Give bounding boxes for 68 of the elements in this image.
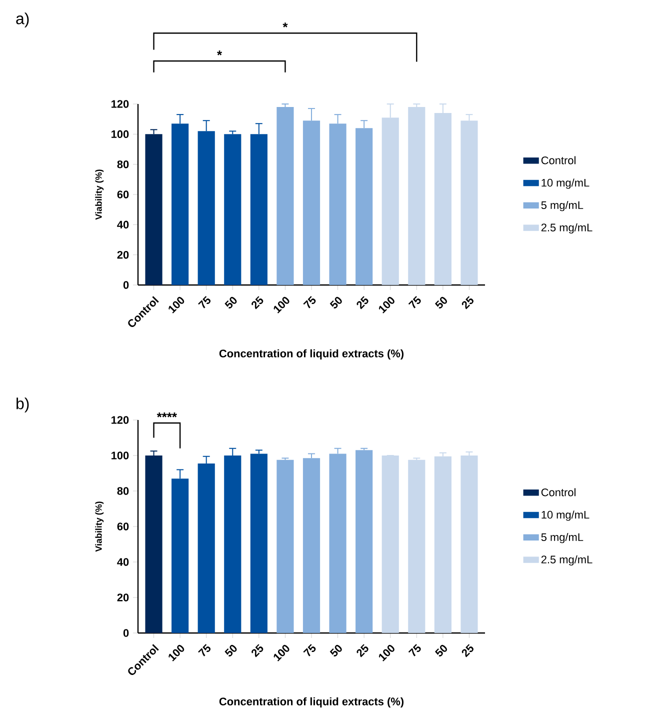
text: *: [282, 22, 288, 28]
y-tick-label: 40: [117, 220, 129, 229]
x-tick-label: 50: [224, 296, 237, 308]
y-tick-label: 40: [117, 558, 129, 566]
x-tick-label: 100: [378, 296, 394, 314]
text: ****: [156, 412, 177, 418]
y-axis-title: Viability (%): [95, 502, 104, 552]
legend-label: 2.5 mg/mL: [541, 555, 592, 566]
y-axis-title: Viability (%): [95, 170, 104, 220]
x-tick-label: 50: [434, 296, 447, 308]
bar: [250, 454, 268, 633]
x-tick-label: 75: [408, 644, 421, 656]
legend-label: Control: [541, 156, 576, 164]
x-tick-label: 100: [274, 296, 290, 314]
text: *: [217, 50, 222, 56]
x-tick-label: 75: [408, 296, 421, 308]
x-tick-label: 75: [198, 644, 211, 656]
y-tick-label: 80: [117, 160, 129, 168]
x-tick-label: 25: [252, 644, 264, 658]
bar: [224, 134, 242, 285]
y-tick-label: 0: [123, 281, 129, 289]
x-tick-label: 100: [274, 644, 290, 662]
x-tick-label: 25: [356, 296, 368, 310]
bar: [408, 107, 426, 285]
y-tick-label: 100: [112, 130, 129, 138]
x-axis-title: Concentration of liquid extracts (%): [219, 349, 404, 360]
bar: [382, 455, 399, 633]
bar: [302, 458, 320, 633]
y-tick-label: 120: [112, 100, 129, 108]
legend-label: 10 mg/mL: [542, 178, 590, 189]
x-tick-label: 75: [303, 644, 316, 656]
x-tick-label: 100: [378, 644, 394, 662]
y-tick-label: 60: [117, 522, 129, 530]
chart-title: b): [16, 398, 29, 412]
x-tick-label: 50: [330, 644, 342, 656]
bar: [434, 456, 452, 633]
x-tick-label: 50: [434, 644, 447, 656]
chart-title: a): [16, 12, 29, 28]
y-tick-label: 120: [112, 416, 129, 424]
bar: [145, 455, 162, 633]
bar: [460, 455, 478, 633]
legend-label: 5 mg/mL: [541, 200, 584, 212]
x-tick-label: 75: [303, 296, 316, 308]
legend-label: 10 mg/mL: [542, 510, 590, 521]
y-tick-label: 80: [117, 487, 129, 495]
y-tick-label: 100: [112, 452, 129, 460]
bar: [276, 107, 294, 285]
y-tick-label: 20: [117, 594, 129, 602]
x-tick-label: 100: [168, 296, 184, 314]
x-tick-label: 25: [462, 296, 474, 310]
legend-label: Control: [541, 488, 576, 496]
x-tick-label: 100: [168, 644, 184, 662]
bar: [145, 134, 162, 285]
x-tick-label: 50: [330, 296, 342, 308]
x-tick-label: 25: [462, 644, 474, 658]
y-tick-label: 0: [123, 629, 129, 637]
bar: [276, 460, 294, 633]
x-tick-label: 75: [198, 296, 211, 308]
y-tick-label: 20: [117, 250, 129, 259]
x-tick-label: 25: [252, 296, 264, 310]
bar: [356, 450, 373, 633]
x-tick-label: 50: [224, 644, 237, 656]
legend-label: 2.5 mg/mL: [541, 223, 592, 234]
y-tick-label: 60: [117, 190, 129, 198]
x-tick-label: 25: [356, 644, 368, 658]
x-axis-title: Concentration of liquid extracts (%): [219, 697, 404, 708]
bar: [408, 460, 426, 633]
legend-label: 5 mg/mL: [541, 532, 584, 544]
